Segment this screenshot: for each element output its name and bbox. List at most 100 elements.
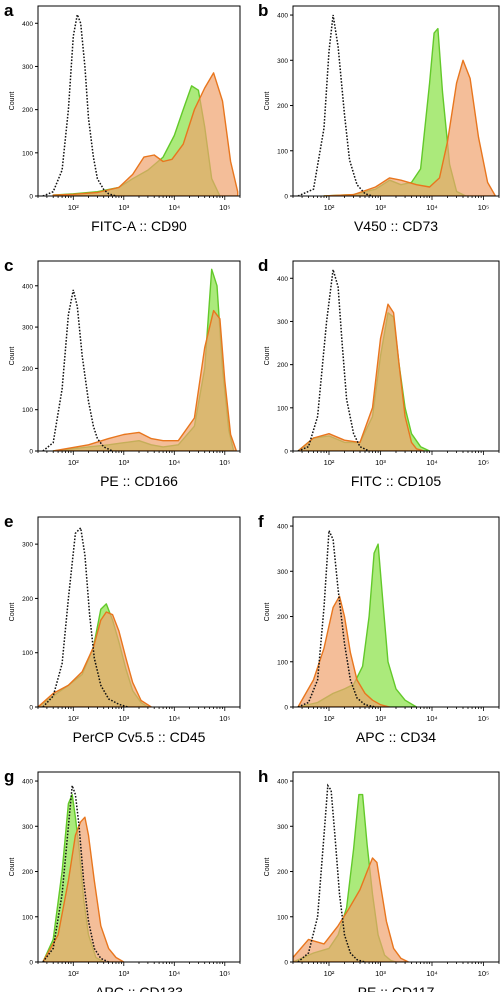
x-tick-label: 10² [324,458,335,467]
plot-area [38,526,152,707]
plot-frame [37,516,241,708]
y-tick-label: 300 [277,569,288,576]
y-tick-label: 300 [277,58,288,65]
x-tick-label: 10⁵ [219,969,230,978]
y-tick-label: 300 [22,824,33,831]
orange-histogram-series [38,611,152,707]
y-tick-label: 100 [22,914,33,921]
orange-histogram-series [42,816,125,962]
y-axis-label: Count [9,603,16,622]
y-axis-label: Count [264,92,271,111]
panel-letter: h [258,767,268,786]
y-tick-label: 200 [277,103,288,110]
x-tick-label: 10⁴ [169,458,181,467]
plot-area [297,14,497,196]
x-tick-label: 10³ [118,969,129,978]
x-axis-label: APC :: CD133 [95,984,183,992]
y-tick-label: 400 [277,524,288,531]
orange-histogram-series [293,857,410,962]
y-tick-label: 0 [284,194,288,201]
plot-area [42,785,125,962]
y-tick-label: 100 [277,148,288,155]
y-tick-label: 200 [22,366,33,373]
panel-letter: g [4,767,14,786]
y-axis-label: Count [264,347,271,366]
y-tick-label: 400 [277,276,288,283]
x-tick-label: 10⁵ [478,969,489,978]
x-tick-label: 10² [68,714,79,723]
x-tick-label: 10² [68,203,79,212]
isotype-control-series [297,783,366,962]
y-tick-label: 200 [277,362,288,369]
y-tick-label: 0 [29,194,33,201]
x-axis-label: PerCP Cv5.5 :: CD45 [73,729,206,745]
x-axis-label: PE :: CD166 [100,473,178,489]
y-axis-label: Count [9,347,16,366]
x-axis-label: FITC :: CD105 [351,473,441,489]
x-axis-label: APC :: CD34 [356,729,436,745]
y-axis-label: Count [9,92,16,111]
x-tick-label: 10⁴ [169,969,181,978]
plot-area [42,11,239,196]
y-tick-label: 0 [284,449,288,456]
y-tick-label: 100 [22,150,33,157]
isotype-control-series [42,526,129,707]
y-tick-label: 300 [277,319,288,326]
orange-histogram-series [52,72,239,196]
y-tick-label: 0 [284,960,288,967]
panel-letter: e [4,512,13,531]
x-tick-label: 10⁵ [478,203,489,212]
y-tick-label: 200 [277,614,288,621]
y-axis-label: Count [264,603,271,622]
panel-e: e 0 100 200 300 Count 10² 10³ 10⁴ 10⁵ PerCP Cv5.5 … [4,512,241,745]
y-tick-label: 100 [22,407,33,414]
x-tick-label: 10³ [375,714,386,723]
y-tick-label: 400 [277,13,288,20]
isotype-control-series [297,14,373,196]
isotype-control-series [297,269,370,451]
x-tick-label: 10⁴ [169,203,181,212]
y-axis-label: Count [9,858,16,877]
y-tick-label: 400 [22,21,33,28]
y-tick-label: 300 [22,542,33,549]
y-axis-label: Count [264,858,271,877]
plot-area [297,530,418,707]
x-tick-label: 10³ [375,458,386,467]
x-tick-label: 10⁵ [219,203,230,212]
y-tick-label: 300 [277,824,288,831]
y-tick-label: 100 [277,659,288,666]
x-tick-label: 10² [324,969,335,978]
orange-histogram-series [297,595,391,707]
x-tick-label: 10⁴ [169,714,181,723]
x-tick-label: 10³ [118,203,129,212]
y-tick-label: 400 [22,283,33,290]
x-tick-label: 10² [68,969,79,978]
panel-letter: f [258,512,264,531]
x-tick-label: 10⁵ [219,714,230,723]
orange-histogram-series [52,309,238,451]
y-tick-label: 200 [22,107,33,114]
x-tick-label: 10⁴ [426,714,438,723]
y-tick-label: 0 [29,449,33,456]
x-tick-label: 10³ [118,458,129,467]
x-tick-label: 10⁵ [478,714,489,723]
x-tick-label: 10² [324,203,335,212]
x-tick-label: 10⁵ [478,458,489,467]
x-tick-label: 10³ [375,203,386,212]
y-tick-label: 200 [22,869,33,876]
plot-area [42,268,238,451]
panel-letter: b [258,1,268,20]
panel-letter: d [258,256,268,275]
panel-letter: c [4,256,13,275]
x-tick-label: 10³ [118,714,129,723]
x-tick-label: 10³ [375,969,386,978]
x-axis-label: FITC-A :: CD90 [91,218,187,234]
x-tick-label: 10⁴ [426,458,438,467]
y-tick-label: 300 [22,64,33,71]
x-tick-label: 10⁴ [426,203,438,212]
x-tick-label: 10⁵ [219,458,230,467]
